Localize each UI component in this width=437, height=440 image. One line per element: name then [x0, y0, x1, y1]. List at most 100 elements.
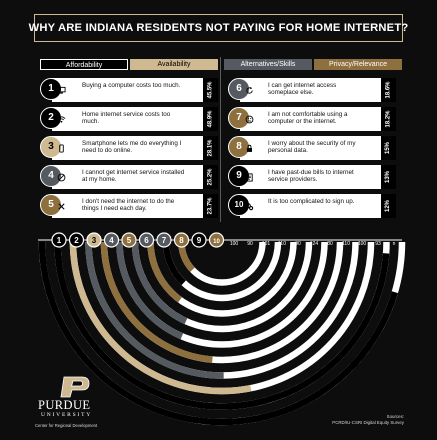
scale-label: 90	[247, 241, 253, 247]
refresh-icon	[246, 86, 253, 94]
arc-marker-label-4: 4	[109, 236, 114, 245]
percent-tag-8: 15%	[381, 136, 396, 160]
reason-row-6	[240, 78, 396, 102]
arc-marker-6	[138, 232, 155, 248]
percent-tag-4: 25.2%	[203, 165, 218, 189]
scale-label: 110	[342, 241, 350, 247]
percent-tag-5: 23.7%	[203, 194, 218, 218]
arc-marker-label-1: 1	[57, 236, 62, 245]
reason-text-10: It is too complicated to sign up.	[268, 198, 355, 205]
percent-tag-2: 48.9%	[203, 107, 218, 131]
arc-track-10	[178, 241, 266, 286]
reason-number-3: 3	[40, 136, 62, 158]
arc-marker-label-3: 3	[92, 236, 97, 245]
arc-bar-3	[69, 241, 252, 395]
arc-bar-4	[85, 241, 224, 379]
scale-label: 80	[327, 241, 333, 247]
arc-marker-label-5: 5	[127, 236, 132, 245]
scale-label: n	[393, 241, 396, 247]
reason-number-6: 6	[228, 78, 250, 100]
reason-row-3	[52, 136, 218, 160]
arc-marker-2	[68, 232, 85, 248]
scale-label: 110	[278, 241, 286, 247]
reason-text-7: I am not comfortable using a computer or…	[268, 111, 348, 126]
arc-track-8	[147, 241, 297, 317]
arc-marker-label-7: 7	[162, 236, 167, 245]
page-title: WHY ARE INDIANA RESIDENTS NOT PAYING FOR…	[28, 22, 409, 34]
reason-number-10: 10	[228, 194, 250, 216]
reason-row-10	[240, 194, 396, 218]
reason-number-8: 8	[228, 136, 250, 158]
no-need-icon	[58, 203, 65, 210]
reason-row-9	[240, 165, 396, 189]
percent-tag-3: 28.1%	[203, 136, 218, 160]
arc-marker-7	[156, 232, 172, 248]
reason-text-2: Home internet service costs too much.	[82, 111, 171, 126]
percent-tag-1: 45.5%	[203, 78, 218, 102]
reason-number-7: 7	[228, 107, 250, 129]
category-availability: Availability	[130, 59, 218, 70]
reason-number-1: 1	[40, 78, 62, 100]
arc-bar-5	[100, 241, 213, 363]
purdue-p-mark	[60, 376, 90, 398]
percent-tag-10: 12%	[381, 194, 396, 218]
scale-label: 93	[375, 241, 381, 247]
arc-marker-label-2: 2	[74, 236, 79, 245]
arc-bar-8	[147, 241, 182, 303]
center-name: Center for Regional Development	[35, 423, 98, 428]
reason-text-4: I cannot get internet service installed …	[82, 169, 185, 184]
reason-number-4: 4	[40, 165, 62, 187]
arc-marker-5	[121, 232, 137, 248]
arc-marker-label-8: 8	[179, 236, 184, 245]
wifi-icon	[57, 116, 66, 123]
sources-text: PCRD/IU-CSRI Digital Equity Survey	[332, 419, 404, 425]
logo-name: PURDUE	[38, 398, 91, 412]
scale-label: 100	[358, 241, 367, 247]
reason-text-9: I have past-due bills to internet servic…	[268, 169, 354, 184]
reason-text-3: Smartphone lets me do everything I need …	[82, 140, 182, 155]
category-privacy: Privacy/Relevance	[314, 59, 402, 70]
arc-bar-7	[131, 241, 188, 325]
smartphone-icon	[59, 144, 64, 153]
reason-row-5	[52, 194, 218, 218]
reason-row-7	[240, 107, 396, 131]
scale-label: 100	[230, 241, 239, 247]
arc-bar-2	[54, 241, 390, 410]
sources: Sources: PCRD/IU-CSRI Digital Equity Sur…	[332, 414, 404, 425]
reason-text-6: I can get internet access someplace else…	[268, 82, 337, 97]
bill-icon	[246, 173, 253, 182]
arc-marker-label-10: 10	[213, 239, 220, 245]
reason-number-5: 5	[40, 194, 62, 216]
percent-tag-9: 13%	[381, 165, 396, 189]
reason-text-1: Buying a computer costs too much.	[82, 82, 181, 89]
arc-marker-8	[173, 232, 190, 248]
arc-bar-1	[38, 241, 398, 426]
computer-icon	[57, 86, 66, 94]
sources-label: Sources:	[386, 414, 404, 419]
arc-marker-label-9: 9	[197, 236, 202, 245]
uncomfortable-face-icon	[245, 115, 254, 124]
scale-label: 90	[295, 241, 301, 247]
arc-marker-1	[51, 232, 67, 248]
logo-university: UNIVERSITY	[41, 412, 92, 418]
reason-row-8	[240, 136, 396, 160]
scale-label: 101	[262, 241, 271, 247]
title-banner: WHY ARE INDIANA RESIDENTS NOT PAYING FOR…	[29, 14, 408, 42]
reason-row-4	[52, 165, 218, 189]
reason-row-1	[52, 78, 218, 102]
arc-marker-10	[208, 232, 225, 248]
percent-tag-7: 18.2%	[381, 107, 396, 131]
arc-marker-4	[103, 232, 120, 248]
reason-text-8: I worry about the security of my persona…	[268, 140, 356, 155]
no-service-icon	[57, 173, 66, 182]
reason-number-2: 2	[40, 107, 62, 129]
category-divider	[220, 57, 221, 222]
arc-bar-6	[116, 241, 184, 340]
reason-text-5: I don't need the internet to do the thin…	[82, 198, 175, 213]
category-affordability: Affordability	[40, 59, 128, 70]
arc-marker-9	[191, 232, 207, 248]
reason-row-2	[52, 107, 218, 131]
arc-marker-label-6: 6	[144, 236, 149, 245]
